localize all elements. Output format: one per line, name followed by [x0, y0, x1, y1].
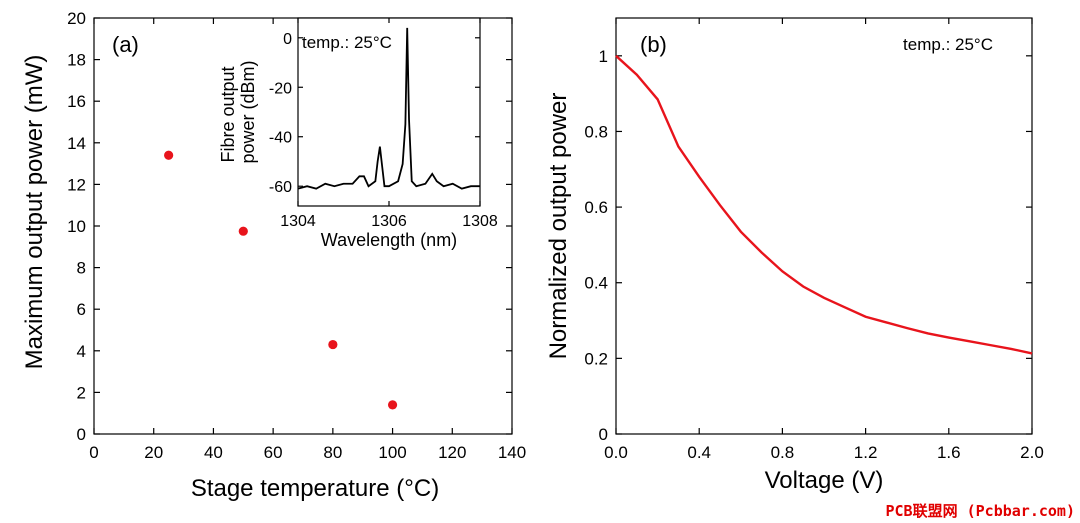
panel-b-x-tick-label: 2.0 — [1020, 443, 1044, 462]
panel-a-x-tick-label: 140 — [498, 443, 526, 462]
panel-b-label: (b) — [640, 32, 667, 57]
inset-y-tick-label: 0 — [283, 31, 292, 48]
panel-b-data-line — [615, 54, 1033, 355]
inset-y-tick-label: -20 — [269, 80, 292, 97]
panel-a-x-tick-label: 100 — [378, 443, 406, 462]
panel-a-y-tick-label: 4 — [77, 342, 86, 361]
panel-b-y-axis-title: Normalized output power — [545, 93, 572, 360]
panel-a-y-tick-label: 12 — [67, 175, 86, 194]
panel-a-x-tick-label: 40 — [204, 443, 223, 462]
panel-a-x-axis-title: Stage temperature (°C) — [191, 475, 439, 502]
panel-b-y-tick-label: 0.2 — [584, 349, 608, 368]
panel-b-x-tick-label: 0.4 — [687, 443, 711, 462]
panel-a-inset: 1304 1306 1308 0 -20 -40 -60 temp.: 25°C Wave… — [218, 17, 498, 250]
inset-plot-frame — [297, 17, 481, 207]
panel-a-y-tick-label: 6 — [77, 300, 86, 319]
panel-b-annotation: temp.: 25°C — [903, 35, 993, 54]
panel-a-y-tick-label: 0 — [77, 425, 86, 444]
inset-x-tick-label: 1308 — [462, 213, 498, 230]
panel-a-y-tick-label: 20 — [67, 9, 86, 28]
panel-b-y-tick-label: 0.4 — [584, 274, 608, 293]
panel-a-x-tick-label: 20 — [144, 443, 163, 462]
inset-y-axis-title: Fibre output power (dBm) — [218, 60, 258, 163]
inset-annotation: temp.: 25°C — [302, 33, 392, 52]
panel-b-y-tick-label: 0.6 — [584, 198, 608, 217]
inset-y-tick-label: -60 — [269, 179, 292, 196]
watermark: PCB联盟网 (Pcbbar.com) — [886, 502, 1076, 520]
panel-b-x-tick-label: 1.2 — [854, 443, 878, 462]
panel-a-y-tick-label: 10 — [67, 217, 86, 236]
inset-y-tick-label: -40 — [269, 130, 292, 147]
panel-a-data-point — [164, 150, 174, 160]
panel-a-y-tick-label: 2 — [77, 383, 86, 402]
panel-b-x-tick-label: 0.8 — [771, 443, 795, 462]
panel-a-x-tick-label: 120 — [438, 443, 466, 462]
inset-x-tick-label: 1306 — [371, 213, 407, 230]
panel-a-y-tick-label: 18 — [67, 51, 86, 70]
panel-b-y-tick-label: 0 — [599, 425, 608, 444]
panel-a-y-tick-label: 14 — [67, 134, 86, 153]
inset-x-tick-label: 1304 — [280, 213, 316, 230]
panel-a-x-tick-label: 80 — [323, 443, 342, 462]
panel-a-y-tick-label: 16 — [67, 92, 86, 111]
panel-a-label: (a) — [112, 32, 139, 57]
panel-a: 0 20 40 60 80 100 120 140 0 2 4 6 8 10 12 14 16 18 20 (a)… — [21, 9, 526, 502]
panel-a-data-point — [238, 226, 248, 236]
panel-b-x-axis-title: Voltage (V) — [765, 467, 884, 494]
panel-a-data-point — [387, 400, 398, 410]
panel-b-x-tick-label: 0.0 — [604, 443, 628, 462]
panel-b-y-tick-label: 0.8 — [584, 122, 608, 141]
panel-b-y-tick-label: 1 — [599, 47, 608, 66]
inset-x-axis-title: Wavelength (nm) — [321, 230, 457, 250]
panel-a-y-axis-title: Maximum output power (mW) — [21, 55, 48, 370]
panel-b-x-tick-label: 1.6 — [937, 443, 961, 462]
panel-a-y-tick-label: 8 — [77, 259, 86, 278]
panel-a-x-tick-label: 0 — [89, 443, 98, 462]
panel-a-x-tick-label: 60 — [264, 443, 283, 462]
inset-spectrum-line — [297, 27, 480, 190]
panel-a-data-point — [328, 339, 338, 350]
panel-b: 0.0 0.4 0.8 1.2 1.6 2.0 0 0.2 0.4 0.6 0.8 1 (b) te… — [545, 17, 1044, 494]
panel-b-plot-frame — [615, 17, 1033, 435]
